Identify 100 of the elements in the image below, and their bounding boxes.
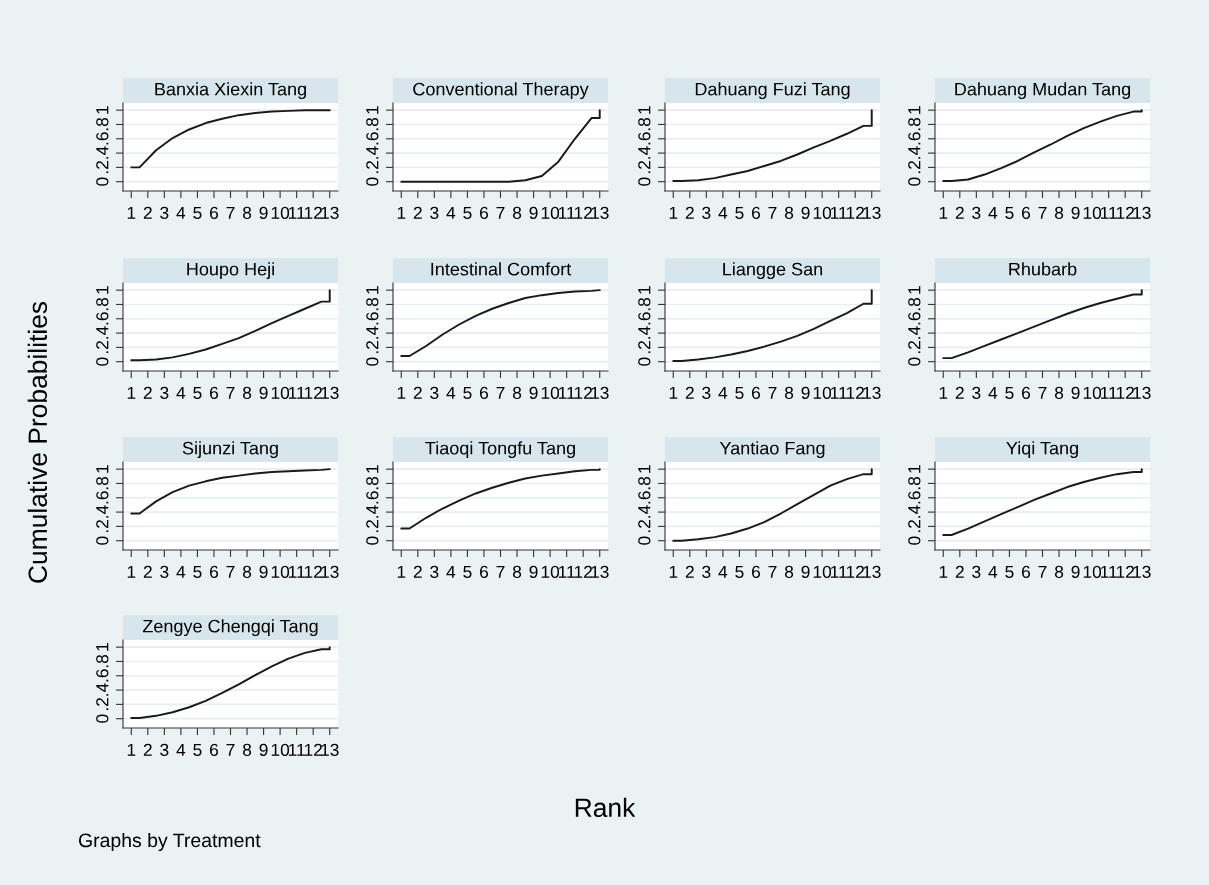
y-tick-label: 1 xyxy=(96,465,109,473)
x-tick-label: 13 xyxy=(321,565,339,579)
x-tick-label: 2 xyxy=(685,565,694,578)
x-tick-label: 7 xyxy=(496,206,505,219)
x-tick-label: 2 xyxy=(955,565,964,578)
y-tick-label: .6 xyxy=(96,491,109,504)
x-tick-label: 6 xyxy=(480,206,489,220)
y-tick-label: .4 xyxy=(96,505,109,518)
x-tick-label: 10 xyxy=(813,565,832,579)
x-tick-label: 12 xyxy=(304,386,322,399)
y-tick-label: .2 xyxy=(366,161,379,174)
line-series xyxy=(400,468,601,530)
chart-title: Houpo Heji xyxy=(187,262,274,280)
y-tick-label: 0 xyxy=(366,357,379,366)
x-tick-label: 11 xyxy=(288,565,305,578)
x-tick-label: 11 xyxy=(288,386,305,399)
x-tick-label: 2 xyxy=(413,206,422,219)
line-series xyxy=(672,468,873,542)
x-tick-label: 3 xyxy=(702,386,711,400)
x-tick-label: 6 xyxy=(210,206,219,220)
x-tick-label: 4 xyxy=(988,206,998,219)
x-tick-label: 4 xyxy=(718,386,728,399)
x-tick-label: 2 xyxy=(955,386,964,399)
y-tick-label: .4 xyxy=(366,326,379,339)
y-tick-label: .4 xyxy=(366,146,379,159)
x-tick-label: 3 xyxy=(972,206,981,220)
x-tick-label: 12 xyxy=(846,386,864,399)
x-tick-label: 9 xyxy=(259,565,268,579)
x-tick-label: 8 xyxy=(1054,206,1064,220)
x-tick-label: 2 xyxy=(413,386,422,399)
y-tick-label: .2 xyxy=(638,161,651,174)
x-tick-label: 4 xyxy=(176,743,186,756)
y-tick-label: .2 xyxy=(96,161,109,174)
x-tick-label: 7 xyxy=(1038,565,1047,578)
x-tick-label: 8 xyxy=(242,743,252,757)
x-tick-label: 5 xyxy=(193,565,202,579)
x-tick-label: 3 xyxy=(972,386,981,400)
x-tick-label: 4 xyxy=(176,565,186,578)
x-tick-label: 9 xyxy=(529,386,538,400)
x-tick-label: 12 xyxy=(304,565,322,578)
y-tick-label: 1 xyxy=(366,286,379,294)
y-tick-label: 1 xyxy=(366,106,379,114)
chart-title: Sijunzi Tang xyxy=(182,441,278,459)
x-tick-label: 12 xyxy=(846,206,864,219)
x-tick-label: 1 xyxy=(939,386,948,399)
y-tick-label: .2 xyxy=(638,341,651,354)
x-tick-label: 11 xyxy=(558,206,575,219)
x-tick-label: 2 xyxy=(143,386,152,399)
y-tick-label: .2 xyxy=(908,161,921,174)
x-tick-label: 3 xyxy=(972,565,981,579)
y-tick-label: .8 xyxy=(908,117,921,131)
x-tick-label: 9 xyxy=(259,386,268,400)
x-tick-label: 8 xyxy=(784,386,794,400)
x-tick-label: 8 xyxy=(512,206,522,220)
x-tick-label: 9 xyxy=(529,565,538,579)
x-tick-label: 3 xyxy=(702,565,711,579)
x-tick-label: 13 xyxy=(1133,565,1151,579)
x-tick-label: 5 xyxy=(1005,206,1014,220)
x-tick-label: 3 xyxy=(430,386,439,400)
y-tick-label: .8 xyxy=(638,117,651,131)
x-tick-label: 6 xyxy=(752,565,761,579)
line-series xyxy=(942,109,1143,182)
x-tick-label: 6 xyxy=(1022,565,1031,579)
x-tick-label: 13 xyxy=(321,206,339,220)
y-tick-label: .2 xyxy=(96,698,109,711)
x-tick-label: 4 xyxy=(446,206,456,219)
x-tick-label: 12 xyxy=(574,386,592,399)
y-tick-label: .2 xyxy=(638,520,651,533)
x-tick-label: 11 xyxy=(558,386,575,399)
x-tick-label: 3 xyxy=(702,206,711,220)
x-tick-label: 4 xyxy=(446,386,456,399)
y-tick-label: .4 xyxy=(908,146,921,159)
x-tick-label: 1 xyxy=(669,386,678,399)
x-tick-label: 1 xyxy=(669,206,678,219)
x-tick-label: 1 xyxy=(669,565,678,578)
text: Rank xyxy=(575,797,636,818)
chart-title: Liangge San xyxy=(723,262,823,280)
x-tick-label: 9 xyxy=(801,386,810,400)
x-tick-label: 10 xyxy=(1083,386,1102,400)
x-tick-label: 13 xyxy=(863,206,881,220)
x-tick-label: 7 xyxy=(226,565,235,578)
y-tick-label: .2 xyxy=(366,341,379,354)
x-tick-label: 4 xyxy=(988,386,998,399)
x-tick-label: 6 xyxy=(210,386,219,400)
y-tick-label: .6 xyxy=(366,312,379,325)
y-tick-label: .2 xyxy=(908,341,921,354)
x-tick-label: 10 xyxy=(1083,565,1102,579)
y-tick-label: 1 xyxy=(366,465,379,473)
x-tick-label: 10 xyxy=(271,386,290,400)
y-tick-label: 0 xyxy=(638,536,651,545)
x-tick-label: 12 xyxy=(304,206,322,219)
x-tick-label: 11 xyxy=(1100,206,1117,219)
x-tick-label: 10 xyxy=(541,206,560,220)
x-tick-label: 5 xyxy=(193,206,202,220)
chart-title: Conventional Therapy xyxy=(413,82,589,100)
y-tick-label: .2 xyxy=(96,341,109,354)
y-tick-label: .6 xyxy=(96,132,109,145)
x-tick-label: 7 xyxy=(496,386,505,399)
x-tick-label: 11 xyxy=(288,206,305,219)
x-tick-label: 3 xyxy=(160,386,169,400)
